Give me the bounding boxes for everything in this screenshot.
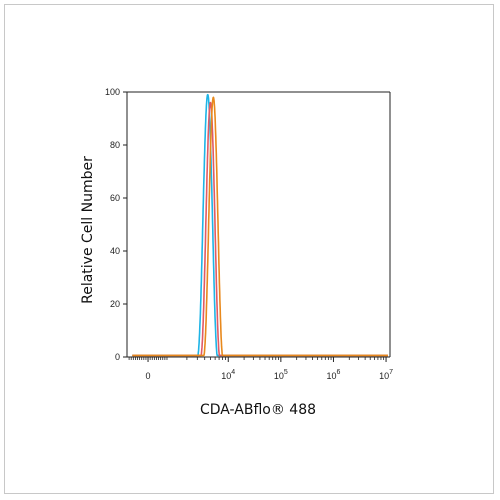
histogram-series-3 xyxy=(132,96,388,357)
x-axis-title: CDA-ABflo® 488 xyxy=(200,402,316,418)
x-tick-label: 106 xyxy=(326,369,340,381)
figure-frame xyxy=(4,4,494,494)
histogram-series-1 xyxy=(132,93,388,357)
y-axis-title: Relative Cell Number xyxy=(80,156,96,304)
y-tick-label: 40 xyxy=(110,246,120,256)
x-tick-label: 104 xyxy=(221,369,235,381)
plot-area: 0 20 40 60 80 100 0 104 105 106 107 xyxy=(105,87,393,381)
y-tick-label: 60 xyxy=(110,193,120,203)
y-tick-label: 20 xyxy=(110,299,120,309)
y-tick-label: 80 xyxy=(110,140,120,150)
y-tick-label: 100 xyxy=(105,87,120,97)
x-tick-label: 105 xyxy=(274,369,288,381)
histogram-series-2 xyxy=(132,101,388,357)
y-tick-label: 0 xyxy=(115,352,120,362)
x-tick-label: 0 xyxy=(146,371,151,381)
x-tick-label: 107 xyxy=(379,369,393,381)
